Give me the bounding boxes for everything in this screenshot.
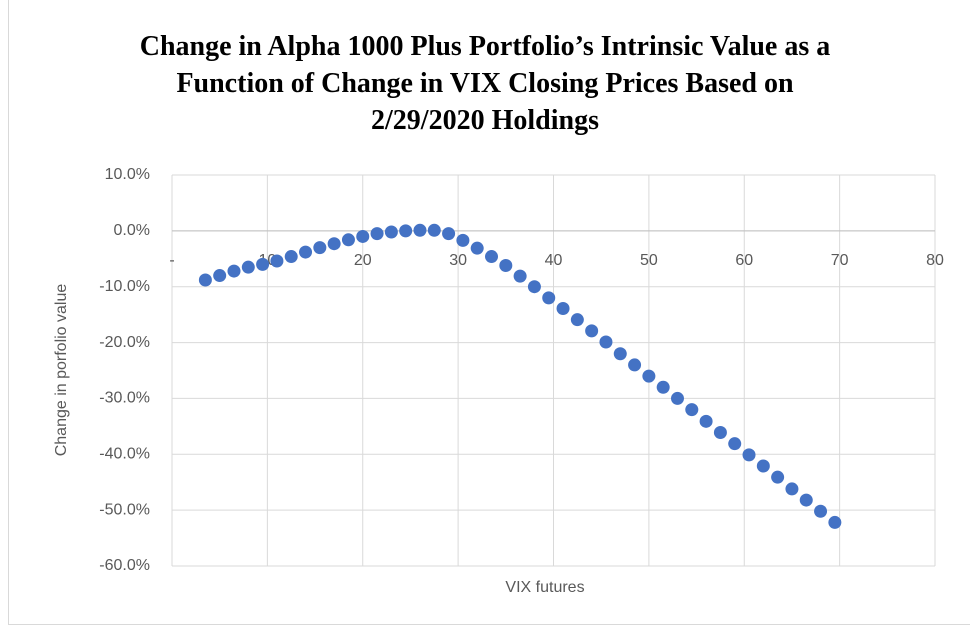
data-point [356, 229, 370, 243]
data-point [656, 380, 670, 394]
data-point [198, 273, 212, 287]
data-point [542, 291, 556, 305]
data-point [442, 227, 456, 241]
data-point [728, 437, 742, 451]
x-tick-label: 80 [926, 252, 944, 269]
data-point [256, 257, 270, 271]
y-tick-label: -50.0% [99, 501, 150, 518]
data-point [227, 264, 241, 278]
x-tick-label: 40 [545, 252, 563, 269]
x-axis-title: VIX futures [505, 579, 584, 596]
x-tick-label: 70 [831, 252, 849, 269]
x-tick-label: 50 [640, 252, 658, 269]
data-point [470, 241, 484, 255]
y-tick-label: -30.0% [99, 390, 150, 407]
x-tick-label: 60 [735, 252, 753, 269]
data-point [642, 369, 656, 383]
data-point [313, 241, 327, 255]
data-point [213, 269, 227, 283]
x-tick-label: - [169, 252, 174, 269]
data-point [556, 301, 570, 315]
data-point [327, 237, 341, 251]
y-tick-label: -20.0% [99, 334, 150, 351]
data-point [585, 324, 599, 338]
data-point [499, 258, 513, 272]
y-tick-label: 0.0% [114, 222, 150, 239]
data-point [670, 391, 684, 405]
y-tick-label: -10.0% [99, 278, 150, 295]
data-point [270, 254, 284, 268]
data-point [384, 225, 398, 239]
data-point [699, 414, 713, 428]
data-point [570, 313, 584, 327]
data-point [599, 335, 613, 349]
data-point [771, 470, 785, 484]
data-point [814, 504, 828, 518]
x-tick-label: 30 [449, 252, 467, 269]
data-point [485, 250, 499, 264]
data-point [413, 223, 427, 237]
y-tick-label: 10.0% [105, 166, 150, 183]
y-axis-title: Change in porfolio value [53, 284, 70, 457]
y-tick-label: -60.0% [99, 557, 150, 574]
data-point [613, 347, 627, 361]
data-point [456, 233, 470, 247]
data-point [513, 269, 527, 283]
x-tick-label: 20 [354, 252, 372, 269]
chart-frame [8, 0, 970, 625]
data-point [799, 493, 813, 507]
data-point [341, 233, 355, 247]
y-tick-label: -40.0% [99, 446, 150, 463]
data-point [427, 223, 441, 237]
data-point [756, 459, 770, 473]
data-point [284, 250, 298, 264]
chart-title: Change in Alpha 1000 Plus Portfolio’s In… [139, 31, 831, 136]
data-point [628, 358, 642, 372]
data-point [742, 448, 756, 462]
data-point [527, 280, 541, 294]
data-point [685, 403, 699, 417]
data-point [370, 227, 384, 241]
data-point [828, 515, 842, 529]
data-point [299, 245, 313, 259]
data-point [785, 482, 799, 496]
data-point [399, 224, 413, 238]
data-point [241, 260, 255, 274]
data-point [713, 426, 727, 440]
